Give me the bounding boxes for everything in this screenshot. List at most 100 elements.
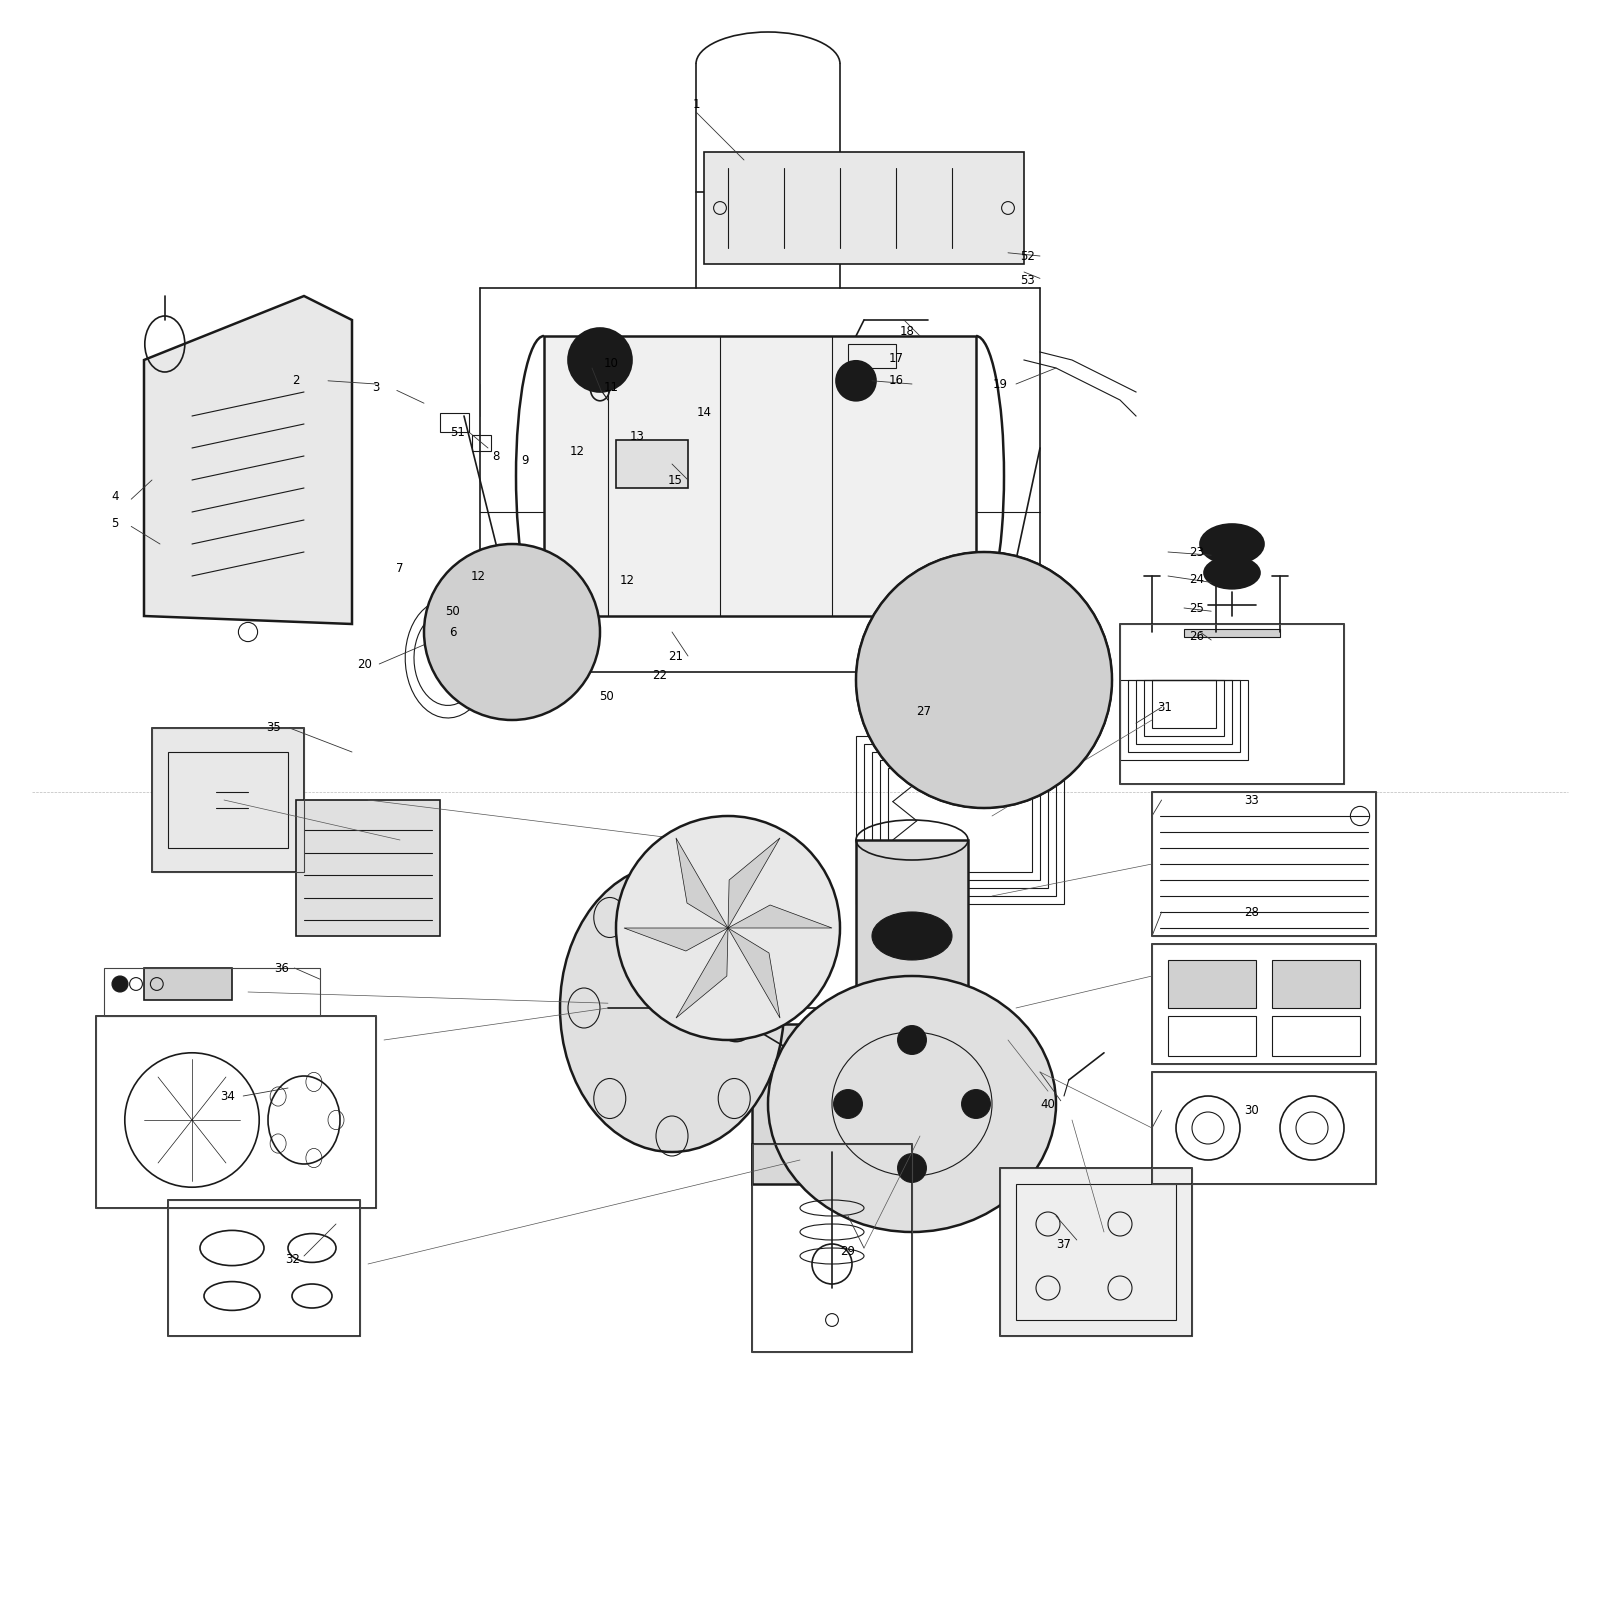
- Bar: [880, 760, 1040, 880]
- Text: 22: 22: [651, 669, 667, 682]
- Text: 13: 13: [629, 430, 645, 443]
- Text: 36: 36: [274, 962, 290, 974]
- Bar: [888, 768, 1032, 872]
- Bar: [1016, 1184, 1176, 1320]
- Bar: [1152, 944, 1376, 1064]
- Bar: [1120, 624, 1344, 784]
- Bar: [168, 1200, 360, 1336]
- Bar: [1152, 944, 1376, 1064]
- Text: 8: 8: [493, 450, 499, 462]
- Text: 10: 10: [603, 357, 619, 370]
- Bar: [472, 435, 491, 451]
- Text: 16: 16: [888, 374, 904, 387]
- Ellipse shape: [1205, 557, 1261, 589]
- Bar: [1168, 1016, 1256, 1056]
- Bar: [1152, 1072, 1376, 1184]
- Text: 29: 29: [840, 1245, 856, 1258]
- Polygon shape: [728, 928, 781, 1018]
- Ellipse shape: [1200, 525, 1264, 565]
- Bar: [152, 728, 304, 872]
- Text: 25: 25: [1189, 602, 1205, 614]
- Bar: [1272, 1016, 1360, 1056]
- Text: 12: 12: [570, 445, 586, 458]
- Text: 50: 50: [445, 605, 461, 618]
- Text: 21: 21: [667, 650, 683, 662]
- Bar: [1144, 680, 1224, 736]
- Circle shape: [856, 552, 1112, 808]
- Bar: [1152, 792, 1376, 936]
- Bar: [1152, 1072, 1376, 1184]
- Bar: [616, 440, 688, 488]
- Polygon shape: [1184, 629, 1280, 637]
- Text: 4: 4: [112, 490, 118, 502]
- Text: 15: 15: [667, 474, 683, 486]
- Text: 51: 51: [450, 426, 466, 438]
- Polygon shape: [728, 838, 781, 928]
- Bar: [544, 336, 976, 616]
- Bar: [856, 840, 968, 1032]
- Text: 7: 7: [397, 562, 403, 574]
- Bar: [752, 1144, 912, 1352]
- Text: 53: 53: [1019, 274, 1035, 286]
- Text: 20: 20: [357, 658, 373, 670]
- Bar: [1000, 1168, 1192, 1336]
- Bar: [168, 1200, 360, 1336]
- Bar: [1120, 624, 1344, 784]
- Bar: [104, 968, 320, 1016]
- Text: 34: 34: [219, 1090, 235, 1102]
- Ellipse shape: [835, 360, 877, 400]
- Text: 40: 40: [1040, 1098, 1056, 1110]
- Bar: [848, 344, 896, 368]
- Polygon shape: [624, 928, 728, 950]
- Text: 32: 32: [285, 1253, 301, 1266]
- Text: 2: 2: [293, 374, 299, 387]
- Text: 24: 24: [1189, 573, 1205, 586]
- Bar: [1000, 1168, 1192, 1336]
- Text: 5: 5: [112, 517, 118, 530]
- Ellipse shape: [834, 1090, 862, 1118]
- Text: 9: 9: [522, 454, 528, 467]
- Bar: [1120, 680, 1248, 760]
- Bar: [440, 413, 469, 432]
- Bar: [96, 1016, 376, 1208]
- Ellipse shape: [872, 912, 952, 960]
- Bar: [1128, 680, 1240, 752]
- Text: 12: 12: [470, 570, 486, 582]
- Bar: [168, 752, 288, 848]
- Bar: [1152, 792, 1376, 936]
- Text: 12: 12: [619, 574, 635, 587]
- Text: 18: 18: [899, 325, 915, 338]
- Text: 37: 37: [1056, 1238, 1072, 1251]
- Bar: [864, 744, 1056, 896]
- Text: 50: 50: [598, 690, 614, 702]
- Ellipse shape: [962, 1090, 990, 1118]
- Text: 27: 27: [915, 706, 931, 718]
- Ellipse shape: [560, 864, 784, 1152]
- Text: 30: 30: [1243, 1104, 1259, 1117]
- Ellipse shape: [898, 1026, 926, 1054]
- Bar: [1168, 960, 1256, 1008]
- Text: 3: 3: [373, 381, 379, 394]
- Polygon shape: [144, 296, 352, 624]
- Bar: [856, 736, 1064, 904]
- Polygon shape: [728, 906, 832, 928]
- Ellipse shape: [112, 976, 128, 992]
- Text: 28: 28: [1243, 906, 1259, 918]
- Circle shape: [616, 816, 840, 1040]
- Text: 11: 11: [603, 381, 619, 394]
- Text: 23: 23: [1189, 546, 1205, 558]
- Text: 52: 52: [1019, 250, 1035, 262]
- Bar: [872, 752, 1048, 888]
- Text: 6: 6: [450, 626, 456, 638]
- Ellipse shape: [568, 328, 632, 392]
- Polygon shape: [752, 1024, 992, 1184]
- Text: 14: 14: [696, 406, 712, 419]
- Bar: [152, 728, 304, 872]
- Bar: [296, 800, 440, 936]
- Bar: [96, 1016, 376, 1208]
- Bar: [752, 1144, 912, 1352]
- Text: 19: 19: [992, 378, 1008, 390]
- Bar: [144, 968, 232, 1000]
- Text: 17: 17: [888, 352, 904, 365]
- Bar: [1272, 960, 1360, 1008]
